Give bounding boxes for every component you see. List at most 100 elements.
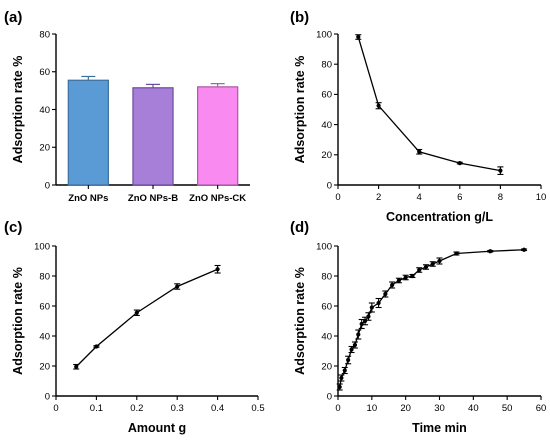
panel-d: (d) 0 20 40 60 80 100 Adsorption rate % 0 10 20 30 4… bbox=[290, 219, 546, 435]
data-point bbox=[454, 251, 459, 256]
panel-a: (a) 0 20 40 60 80 Adsorption rate % ZnO NPs ZnO … bbox=[4, 9, 250, 204]
x-tick-label: 10 bbox=[536, 192, 547, 203]
data-point bbox=[366, 314, 371, 319]
x-tick-label: 0.1 bbox=[90, 403, 103, 414]
y-tick-label: 0 bbox=[327, 391, 332, 402]
y-axis-title: Adsorption rate % bbox=[293, 267, 307, 375]
y-tick-label: 40 bbox=[39, 105, 50, 116]
y-tick-label: 40 bbox=[321, 120, 332, 131]
x-tick-label: 0.2 bbox=[130, 403, 143, 414]
data-point bbox=[376, 103, 381, 108]
data-point bbox=[396, 278, 401, 283]
data-point bbox=[383, 291, 388, 297]
x-axis-title: Amount g bbox=[128, 421, 186, 435]
x-tick-label: 6 bbox=[457, 192, 462, 203]
x-tick-label: 10 bbox=[367, 403, 378, 414]
panel-label: (d) bbox=[290, 219, 309, 236]
data-point bbox=[390, 282, 395, 288]
x-tick-label: 0.3 bbox=[171, 403, 184, 414]
y-tick-label: 60 bbox=[39, 301, 50, 312]
panel-label: (a) bbox=[4, 9, 22, 26]
data-point bbox=[369, 305, 374, 310]
panel-c: (c) 0 20 40 60 80 100 Adsorption rate % 0 0.1 0.2 0… bbox=[4, 219, 265, 435]
category-label: ZnO NPs-B bbox=[128, 193, 178, 204]
data-point bbox=[346, 357, 351, 363]
data-point bbox=[356, 34, 361, 40]
data-point bbox=[215, 267, 220, 272]
x-tick-label: 50 bbox=[502, 403, 513, 414]
y-tick-label: 20 bbox=[321, 150, 332, 161]
series-line bbox=[75, 268, 218, 368]
y-tick-label: 20 bbox=[321, 361, 332, 372]
data-point bbox=[498, 168, 503, 173]
data-point bbox=[430, 261, 435, 267]
y-tick-label: 0 bbox=[45, 180, 50, 191]
panel-label: (b) bbox=[290, 9, 309, 26]
data-point bbox=[356, 332, 361, 337]
y-tick-label: 80 bbox=[321, 271, 332, 282]
category-label: ZnO NPs bbox=[68, 193, 108, 204]
data-point bbox=[352, 342, 358, 348]
data-point bbox=[410, 273, 415, 279]
data-point bbox=[134, 310, 139, 315]
data-point bbox=[521, 247, 527, 252]
y-tick-label: 60 bbox=[39, 67, 50, 78]
y-tick-label: 40 bbox=[39, 331, 50, 342]
x-tick-label: 40 bbox=[468, 403, 479, 414]
data-point bbox=[457, 161, 462, 166]
y-tick-label: 100 bbox=[316, 241, 332, 252]
y-tick-label: 40 bbox=[321, 331, 332, 342]
panel-label: (c) bbox=[4, 219, 22, 236]
x-axis-title: Time min bbox=[412, 421, 467, 435]
x-tick-label: 0.4 bbox=[211, 403, 224, 414]
data-point bbox=[362, 318, 368, 324]
data-point bbox=[74, 364, 79, 369]
data-point bbox=[417, 267, 422, 273]
bar bbox=[197, 86, 239, 186]
x-tick-label: 60 bbox=[536, 403, 547, 414]
y-axis-title: Adsorption rate % bbox=[11, 267, 25, 375]
bar bbox=[132, 87, 174, 186]
x-axis-title: Concentration g/L bbox=[386, 210, 493, 224]
y-tick-label: 0 bbox=[327, 180, 332, 191]
series-line bbox=[357, 36, 501, 172]
data-point bbox=[359, 321, 364, 327]
data-point bbox=[437, 258, 442, 264]
data-point bbox=[337, 384, 342, 390]
y-tick-label: 60 bbox=[321, 90, 332, 101]
y-tick-label: 60 bbox=[321, 301, 332, 312]
y-tick-label: 0 bbox=[45, 391, 50, 402]
x-tick-label: 0.5 bbox=[251, 403, 264, 414]
x-tick-label: 30 bbox=[434, 403, 445, 414]
y-tick-label: 20 bbox=[39, 143, 50, 154]
y-tick-label: 100 bbox=[34, 241, 50, 252]
category-label: ZnO NPs-CK bbox=[189, 193, 246, 204]
data-point bbox=[339, 375, 344, 381]
bar bbox=[67, 79, 109, 186]
x-tick-label: 0 bbox=[53, 403, 58, 414]
data-point bbox=[175, 284, 180, 289]
data-point bbox=[423, 264, 429, 270]
y-tick-label: 80 bbox=[39, 29, 50, 40]
data-point bbox=[342, 368, 347, 373]
data-point bbox=[376, 300, 381, 306]
x-tick-label: 0 bbox=[335, 403, 340, 414]
data-point bbox=[94, 344, 99, 349]
data-point bbox=[417, 149, 422, 154]
x-tick-label: 20 bbox=[400, 403, 411, 414]
x-tick-label: 2 bbox=[376, 192, 381, 203]
series-line bbox=[339, 249, 525, 388]
data-point bbox=[488, 249, 493, 254]
y-tick-label: 80 bbox=[39, 271, 50, 282]
x-tick-label: 8 bbox=[498, 192, 503, 203]
y-tick-label: 100 bbox=[316, 29, 332, 40]
panel-b: (b) 0 20 40 60 80 100 Adsorption rate % 0 2 4 6 8 10 C… bbox=[290, 9, 546, 224]
x-tick-label: 0 bbox=[335, 192, 340, 203]
x-tick-label: 4 bbox=[417, 192, 422, 203]
y-axis-title: Adsorption rate % bbox=[293, 56, 307, 164]
data-point bbox=[403, 275, 408, 280]
y-tick-label: 80 bbox=[321, 60, 332, 71]
y-axis-title: Adsorption rate % bbox=[11, 56, 25, 164]
y-tick-label: 20 bbox=[39, 361, 50, 372]
